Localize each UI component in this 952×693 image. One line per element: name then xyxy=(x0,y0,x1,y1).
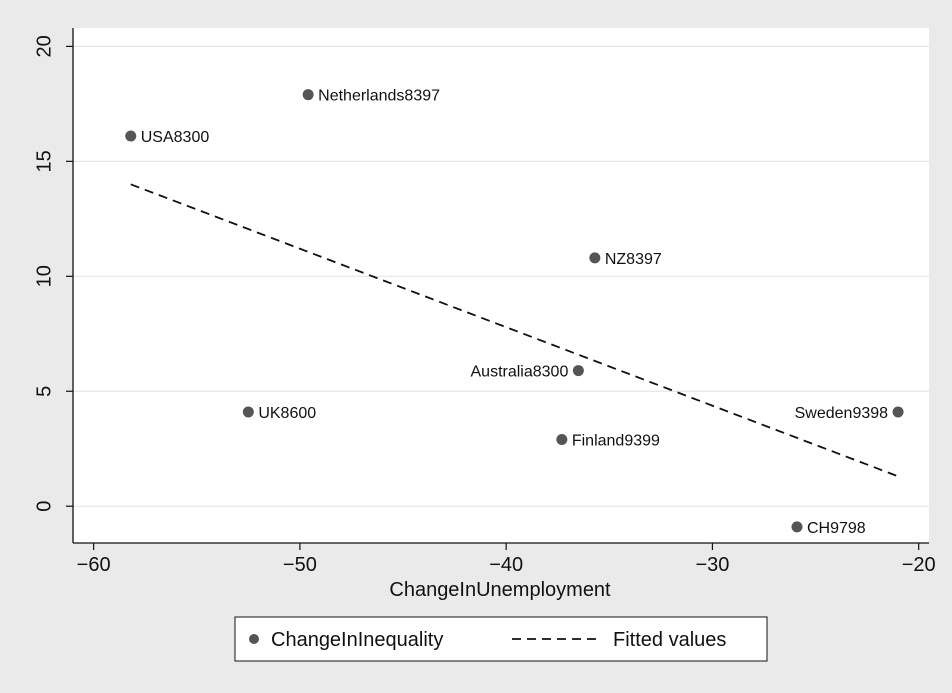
data-point xyxy=(572,365,584,377)
fitted-values-line xyxy=(130,183,899,478)
x-tick-label: −50 xyxy=(283,554,317,576)
grid-lines xyxy=(73,45,929,507)
point-labels: USA8300 Netherlands8397 UK8600 NZ8397 Austra… xyxy=(141,88,888,537)
legend-box xyxy=(234,616,768,662)
data-point xyxy=(125,130,137,142)
legend-label-fitted: Fitted values xyxy=(613,629,726,651)
series-layer xyxy=(125,89,904,533)
data-point xyxy=(791,521,803,533)
y-tick-label: 15 xyxy=(33,150,55,172)
data-point xyxy=(242,406,254,418)
y-tick-label: 0 xyxy=(33,501,55,512)
plot-area xyxy=(73,28,929,543)
x-tick-label: −60 xyxy=(77,554,111,576)
point-label: USA8300 xyxy=(141,129,210,146)
data-point xyxy=(892,406,904,418)
point-label: Sweden9398 xyxy=(795,405,889,422)
point-label: CH9798 xyxy=(807,520,866,537)
point-label: UK8600 xyxy=(258,405,316,422)
y-axis: 0 5 10 15 20 xyxy=(33,35,73,512)
point-label: Netherlands8397 xyxy=(318,88,440,105)
x-tick-label: −30 xyxy=(695,554,729,576)
x-tick-label: −40 xyxy=(489,554,523,576)
point-label: NZ8397 xyxy=(605,251,662,268)
data-point xyxy=(556,434,568,446)
data-point xyxy=(589,252,601,264)
x-axis-title: ChangeInUnemployment xyxy=(389,579,611,601)
y-tick-label: 5 xyxy=(33,386,55,397)
legend-label-scatter: ChangeInInequality xyxy=(271,629,443,651)
y-tick-label: 20 xyxy=(33,35,55,57)
y-tick-label: 10 xyxy=(33,265,55,287)
data-point xyxy=(302,89,314,101)
legend: ChangeInInequality Fitted values xyxy=(234,616,768,662)
point-label: Finland9399 xyxy=(572,433,660,450)
x-tick-label: −20 xyxy=(902,554,936,576)
point-label: Australia8300 xyxy=(471,364,569,381)
legend-dot-marker xyxy=(249,634,259,644)
x-axis: −60 −50 −40 −30 −20 xyxy=(77,543,936,576)
